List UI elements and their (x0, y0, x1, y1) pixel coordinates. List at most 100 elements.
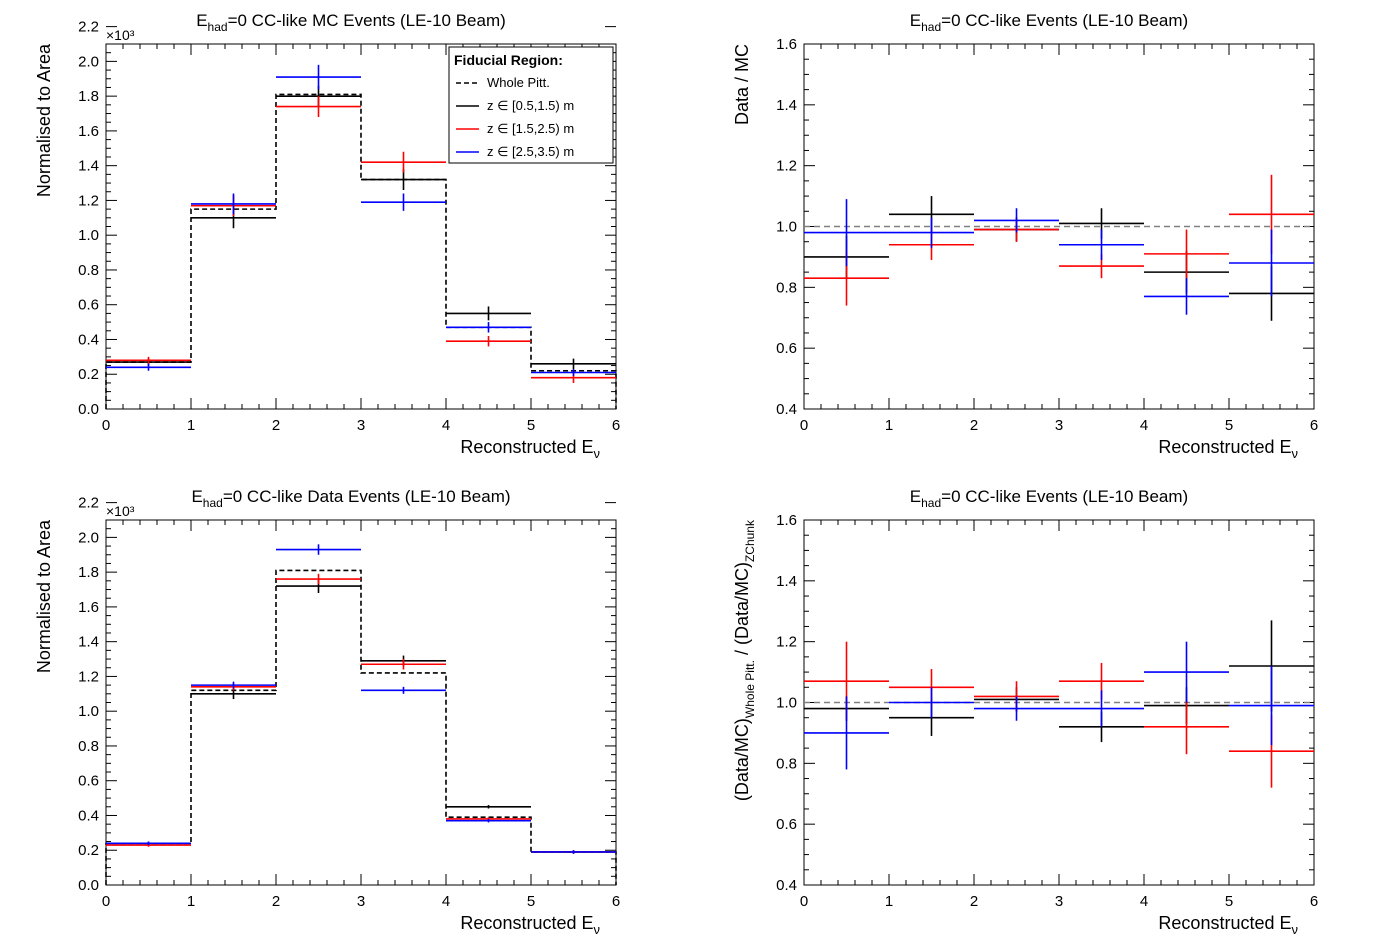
x-tick-label: 1 (885, 893, 893, 910)
y-tick-label: 0.4 (78, 331, 99, 348)
y-tick-label: 2.2 (78, 19, 99, 36)
y-tick-label: 1.4 (78, 158, 99, 175)
x-tick-label: 1 (187, 893, 195, 910)
y-multiplier-label: ×10³ (106, 503, 135, 519)
x-tick-label: 4 (442, 893, 450, 910)
x-tick-label: 2 (970, 417, 978, 434)
y-axis-label: Normalised to Area (34, 43, 54, 197)
y-axis-label: Data / MC (732, 44, 752, 125)
y-tick-label: 1.6 (78, 599, 99, 616)
x-tick-label: 5 (527, 417, 535, 434)
y-tick-label: 1.6 (776, 512, 797, 529)
y-tick-label: 0.6 (78, 297, 99, 314)
x-tick-label: 3 (357, 893, 365, 910)
y-tick-label: 1.0 (776, 695, 797, 712)
y-tick-label: 0.8 (78, 738, 99, 755)
y-tick-label: 1.8 (78, 564, 99, 581)
x-tick-label: 6 (1310, 417, 1318, 434)
series-4 (106, 544, 616, 854)
y-tick-label: 0.4 (78, 807, 99, 824)
chart-panel-1: 0 1 2 3 4 5 6 0.0 0.2 0.4 0.6 0.8 1.0 1.2 1.4 1.6 1.8 2.0… (34, 11, 620, 461)
y-tick-label: 1.6 (78, 123, 99, 140)
x-tick-label: 2 (272, 893, 280, 910)
x-tick-label: 4 (1140, 893, 1148, 910)
y-tick-label: 0.8 (78, 262, 99, 279)
legend-box (448, 46, 614, 164)
x-tick-label: 5 (527, 893, 535, 910)
x-tick-label: 0 (800, 893, 808, 910)
x-tick-label: 2 (272, 417, 280, 434)
y-tick-label: 1.4 (78, 634, 99, 651)
legend-title: Fiducial Region: (454, 52, 563, 68)
legend: Fiducial Region: Whole Pitt. z ∈ [0.5,1.5)… (448, 46, 614, 164)
y-tick-label: 0.4 (776, 401, 797, 418)
x-tick-label: 5 (1225, 893, 1233, 910)
series-3 (106, 573, 616, 854)
y-tick-label: 1.2 (776, 634, 797, 651)
y-tick-label: 1.0 (776, 219, 797, 236)
chart-panel-2: 0 1 2 3 4 5 6 0.4 0.6 0.8 1.0 1.2 1.4 1.6 Ehad=0 CC-li… (732, 11, 1318, 461)
y-tick-label: 0.4 (776, 877, 797, 894)
y-axis-label: Normalised to Area (34, 519, 54, 673)
x-tick-label: 1 (885, 417, 893, 434)
y-tick-label: 0.0 (78, 877, 99, 894)
y-axis-label: (Data/MC)Whole Pitt. / (Data/MC)ZChunk (732, 519, 757, 801)
x-tick-label: 4 (442, 417, 450, 434)
whole-pitt-histogram-line (105, 569, 617, 885)
x-tick-label: 3 (1055, 893, 1063, 910)
y-tick-label: 2.2 (78, 495, 99, 512)
y-tick-label: 1.2 (776, 158, 797, 175)
x-tick-label: 3 (357, 417, 365, 434)
y-tick-label: 0.0 (78, 401, 99, 418)
x-tick-label: 0 (800, 417, 808, 434)
y-tick-label: 0.2 (78, 842, 99, 859)
y-tick-label: 0.8 (776, 755, 797, 772)
legend-entry-label: z ∈ [1.5,2.5) m (487, 121, 574, 136)
y-tick-label: 2.0 (78, 53, 99, 70)
y-tick-label: 1.6 (776, 36, 797, 53)
x-tick-label: 1 (187, 417, 195, 434)
x-axis-label: Reconstructed Eν (1158, 913, 1298, 937)
x-axis-label: Reconstructed Eν (1158, 437, 1298, 461)
x-tick-label: 0 (102, 893, 110, 910)
series-1 (105, 569, 617, 885)
y-tick-label: 1.2 (78, 192, 99, 209)
chart-title: Ehad=0 CC-like Events (LE-10 Beam) (910, 11, 1188, 34)
y-tick-label: 0.6 (776, 340, 797, 357)
series-2 (804, 641, 1314, 788)
chart-title: Ehad=0 CC-like MC Events (LE-10 Beam) (196, 11, 506, 34)
chart-title: Ehad=0 CC-like Events (LE-10 Beam) (910, 487, 1188, 510)
legend-entry-label: z ∈ [2.5,3.5) m (487, 144, 574, 159)
chart-panel-3: 0 1 2 3 4 5 6 0.0 0.2 0.4 0.6 0.8 1.0 1.2 1.4 1.6 1.8 2.0… (34, 487, 620, 937)
series-4 (106, 64, 616, 376)
y-tick-label: 0.8 (776, 279, 797, 296)
y-tick-label: 2.0 (78, 529, 99, 546)
x-tick-label: 0 (102, 417, 110, 434)
x-tick-label: 6 (612, 417, 620, 434)
chart-panel-4: 0 1 2 3 4 5 6 0.4 0.6 0.8 1.0 1.2 1.4 1.6 Ehad=0 CC-li… (732, 487, 1318, 937)
y-tick-label: 0.2 (78, 366, 99, 383)
plot-frame (105, 519, 617, 886)
x-axis-label: Reconstructed Eν (460, 913, 600, 937)
x-tick-label: 6 (1310, 893, 1318, 910)
y-multiplier-label: ×10³ (106, 27, 135, 43)
series-3 (804, 199, 1314, 315)
y-tick-label: 0.6 (776, 816, 797, 833)
x-tick-label: 2 (970, 893, 978, 910)
chart-title: Ehad=0 CC-like Data Events (LE-10 Beam) (191, 487, 510, 510)
x-tick-label: 4 (1140, 417, 1148, 434)
y-tick-label: 1.4 (776, 573, 797, 590)
legend-entry-label: Whole Pitt. (487, 75, 550, 90)
y-tick-label: 1.2 (78, 668, 99, 685)
series-2 (804, 174, 1314, 306)
y-tick-label: 0.6 (78, 773, 99, 790)
series-3 (804, 641, 1314, 770)
y-tick-label: 1.8 (78, 88, 99, 105)
x-tick-label: 3 (1055, 417, 1063, 434)
x-axis-label: Reconstructed Eν (460, 437, 600, 461)
legend-entry-label: z ∈ [0.5,1.5) m (487, 98, 574, 113)
x-tick-label: 5 (1225, 417, 1233, 434)
x-tick-label: 6 (612, 893, 620, 910)
y-tick-label: 1.4 (776, 97, 797, 114)
